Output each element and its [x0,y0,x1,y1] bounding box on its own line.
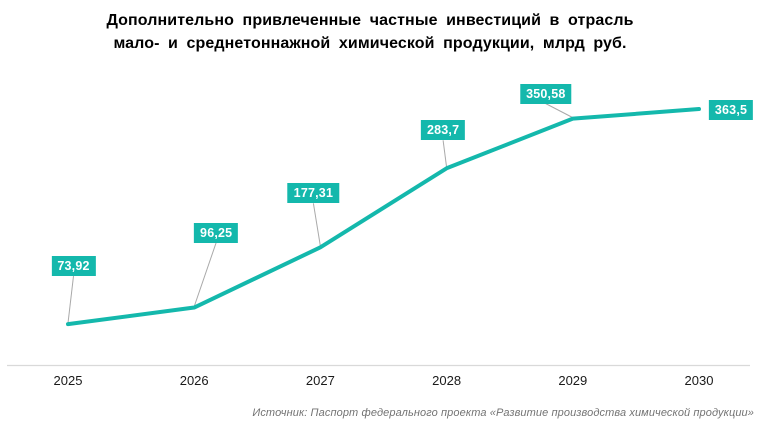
leader-line [442,140,448,168]
data-label: 283,7 [420,120,466,141]
chart-title-line-2: мало- и среднетоннажной химической проду… [113,35,627,52]
leader-line [312,203,321,247]
data-label: 363,5 [708,100,754,121]
leader-line [193,242,217,307]
data-label: 177,31 [287,183,340,204]
x-axis-label: 2029 [558,373,588,388]
x-axis-label: 2026 [179,373,209,388]
data-label: 96,25 [194,222,239,243]
leader-line [545,103,574,119]
x-axis-label: 2025 [53,373,83,388]
data-label: 73,92 [51,256,96,277]
source-note: Источник: Паспорт федерального проекта «… [252,407,754,419]
chart-title: Дополнительно привлеченные частные инвес… [0,9,740,55]
leader-line [67,276,74,324]
data-label: 350,58 [520,83,572,104]
investments-line-series [66,107,701,327]
x-axis-label: 2028 [432,373,462,388]
x-axis-label: 2030 [684,373,714,388]
chart-title-line-1: Дополнительно привлеченные частные инвес… [106,12,634,29]
x-axis-label: 2027 [305,373,335,388]
